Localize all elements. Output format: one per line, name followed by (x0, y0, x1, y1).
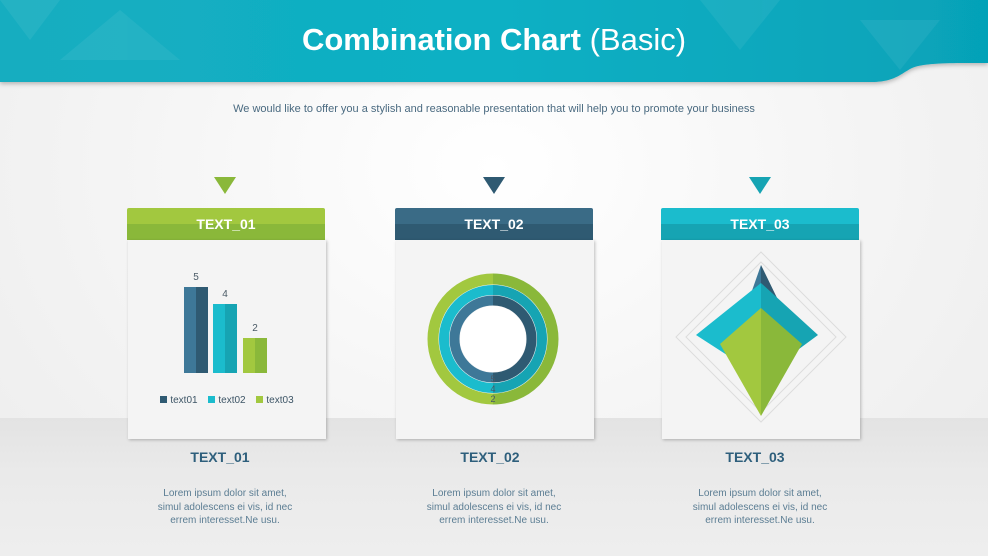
card-header: TEXT_02 (395, 208, 593, 240)
pointer-triangle-2 (483, 177, 505, 194)
data-label-5: 5 (193, 272, 199, 283)
page-title: Combination Chart (Basic) (0, 22, 988, 58)
description-text02: Lorem ipsum dolor sit amet, simul adoles… (426, 488, 562, 526)
title-bold: Combination Chart (301, 22, 581, 57)
card-header: TEXT_01 (127, 208, 325, 240)
chart-legend: text01 text02 text03 (128, 395, 326, 406)
bar-chart: 5 4 2 text01 text02 text03 (128, 240, 326, 439)
card-header: TEXT_03 (661, 208, 859, 240)
header-banner: Combination Chart (Basic) (0, 0, 988, 100)
card-text03: TEXT_03 (661, 208, 860, 439)
ring-label-4: 4 (490, 384, 495, 394)
card-text01: TEXT_01 5 4 2 text01 text02 (127, 208, 326, 439)
data-label-4: 4 (222, 289, 228, 300)
bar-text03 (243, 338, 267, 373)
pointer-triangle-3 (749, 177, 771, 194)
ring-text03 (427, 273, 559, 405)
description-text01: Lorem ipsum dolor sit amet, simul adoles… (157, 488, 293, 526)
ring-text02 (439, 285, 547, 393)
title-light: (Basic) (589, 22, 687, 57)
card-header-label: TEXT_01 (196, 216, 256, 232)
pointer-triangle-1 (214, 177, 236, 194)
ring-label-5: 5 (490, 374, 495, 384)
caption-text03: TEXT_03 (725, 449, 785, 465)
description-text03: Lorem ipsum dolor sit amet, simul adoles… (692, 488, 828, 526)
data-label-2: 2 (252, 323, 258, 334)
ring-text01 (449, 295, 537, 383)
caption-text01: TEXT_01 (190, 449, 250, 465)
bar-text02 (213, 304, 237, 373)
floor-band (0, 418, 988, 556)
ring-label-2: 2 (490, 394, 495, 404)
donut-chart: 5 4 2 (396, 240, 594, 439)
card-header-label: TEXT_02 (464, 216, 524, 232)
radar-series-text03 (720, 308, 802, 416)
card-text02: TEXT_02 5 4 2 (395, 208, 594, 439)
header-shape (0, 0, 988, 82)
radar-chart (662, 240, 860, 439)
card-header-label: TEXT_03 (730, 216, 790, 232)
legend-item-text01: text01 (160, 395, 198, 406)
legend-item-text02: text02 (208, 395, 246, 406)
subtitle: We would like to offer you a stylish and… (233, 103, 755, 115)
caption-text02: TEXT_02 (460, 449, 520, 465)
legend-item-text03: text03 (256, 395, 294, 406)
bar-text01 (184, 287, 208, 373)
